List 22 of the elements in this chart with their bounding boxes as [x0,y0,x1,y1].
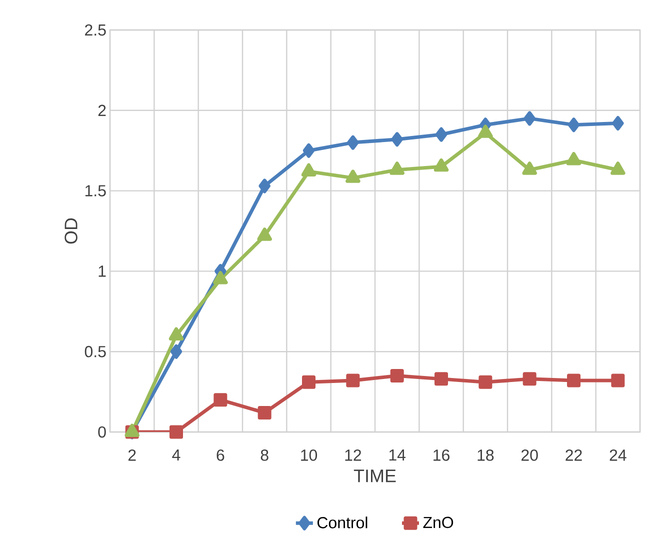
x-tick-label: 4 [172,450,180,461]
x-tick-label: 14 [389,450,406,461]
x-tick-label: 2 [128,450,136,461]
y-axis-title: OD [64,218,78,244]
y-tick-label: 2 [98,104,106,116]
x-tick-label: 6 [216,450,224,461]
x-tick-label: 12 [345,450,362,461]
y-tick-label: 2.5 [85,24,106,36]
legend-label: Control [317,516,368,528]
x-tick-label: 22 [566,450,582,461]
y-tick-label: 0.5 [84,346,106,358]
y-tick-label: 0 [98,426,106,438]
x-tick-label: 18 [478,450,494,461]
x-tick-label: 10 [301,450,318,461]
y-tick-label: 1 [98,266,106,277]
x-axis-title: TIME [354,470,396,482]
x-tick-label: 20 [522,450,538,461]
x-tick-label: 8 [260,450,268,461]
y-tick-label: 1.5 [85,185,106,196]
legend-label: ZnO [423,516,454,528]
x-tick-label: 16 [434,450,450,461]
x-tick-label: 24 [610,450,626,461]
